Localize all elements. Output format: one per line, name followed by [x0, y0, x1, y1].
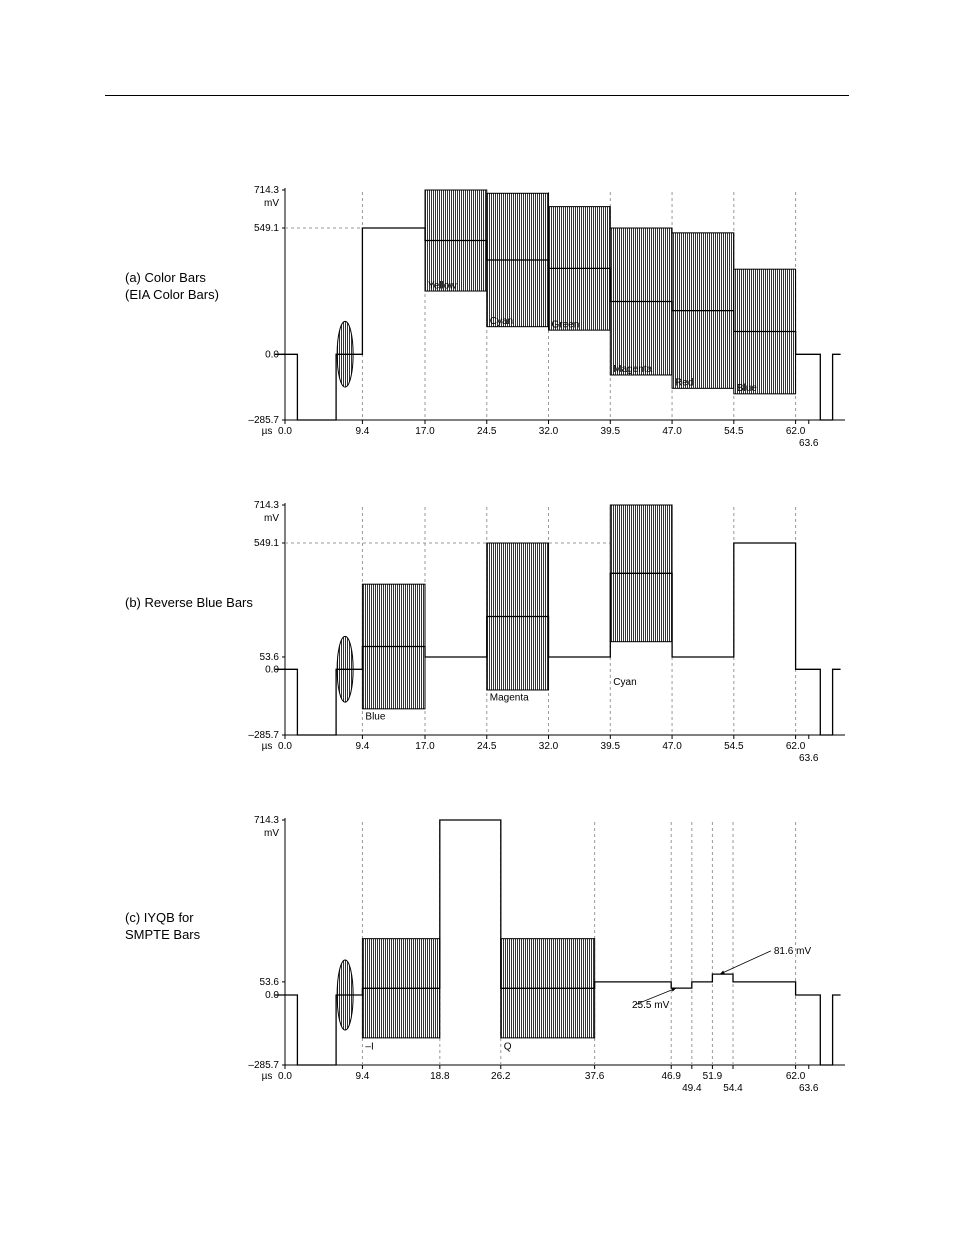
chart-c-caption-text: (c) IYQB forSMPTE Bars: [125, 910, 200, 942]
svg-text:Blue: Blue: [365, 711, 385, 722]
page: (a) Color Bars(EIA Color Bars) 714.3 549.…: [0, 0, 954, 1235]
svg-text:–285.7: –285.7: [248, 415, 279, 426]
svg-text:Yellow: Yellow: [428, 280, 457, 291]
svg-text:63.6: 63.6: [799, 1083, 819, 1094]
svg-text:549.1: 549.1: [254, 538, 279, 549]
svg-text:53.6: 53.6: [260, 652, 280, 663]
svg-text:714.3: 714.3: [254, 500, 279, 511]
chart-c: (c) IYQB forSMPTE Bars 714.353.60.0–285.…: [125, 810, 845, 1105]
svg-text:47.0: 47.0: [662, 426, 682, 437]
svg-text:Green: Green: [552, 319, 580, 330]
svg-text:46.9: 46.9: [662, 1071, 682, 1082]
svg-text:51.9: 51.9: [703, 1071, 723, 1082]
svg-text:Blue: Blue: [737, 383, 757, 394]
svg-text:Magenta: Magenta: [490, 693, 529, 704]
svg-text:9.4: 9.4: [355, 741, 369, 752]
svg-text:Cyan: Cyan: [613, 677, 636, 688]
svg-text:62.0: 62.0: [786, 1071, 806, 1082]
svg-text:Magenta: Magenta: [613, 364, 652, 375]
svg-text:0.0: 0.0: [278, 426, 292, 437]
svg-text:39.5: 39.5: [601, 426, 621, 437]
svg-text:24.5: 24.5: [477, 426, 497, 437]
chart-a-caption-line1: (a) Color Bars(EIA Color Bars): [125, 270, 219, 302]
svg-text:53.6: 53.6: [260, 977, 280, 988]
svg-text:54.5: 54.5: [724, 426, 744, 437]
svg-text:24.5: 24.5: [477, 741, 497, 752]
svg-text:549.1: 549.1: [254, 223, 279, 234]
svg-text:17.0: 17.0: [415, 426, 435, 437]
svg-text:714.3: 714.3: [254, 185, 279, 196]
svg-text:81.6 mV: 81.6 mV: [774, 946, 812, 957]
svg-text:32.0: 32.0: [539, 741, 559, 752]
svg-text:9.4: 9.4: [355, 1071, 369, 1082]
svg-text:µs: µs: [262, 741, 273, 752]
svg-text:µs: µs: [262, 426, 273, 437]
svg-text:–285.7: –285.7: [248, 1060, 279, 1071]
chart-b-svg: 714.3549.153.60.0–285.7mV0.09.417.024.53…: [125, 495, 845, 775]
svg-text:63.6: 63.6: [799, 753, 819, 764]
svg-text:62.0: 62.0: [786, 741, 806, 752]
svg-text:mV: mV: [264, 828, 279, 839]
svg-text:9.4: 9.4: [355, 426, 369, 437]
chart-b-caption-text: (b) Reverse Blue Bars: [125, 595, 253, 610]
chart-c-svg: 714.353.60.0–285.7mV0.09.418.826.237.646…: [125, 810, 845, 1105]
svg-text:–I: –I: [365, 1041, 373, 1052]
header-rule: [105, 95, 849, 96]
chart-a-svg: 714.3549.10.0–285.7mV0.09.417.024.532.03…: [125, 180, 845, 460]
svg-text:63.6: 63.6: [799, 438, 819, 449]
chart-b-caption: (b) Reverse Blue Bars: [125, 595, 253, 612]
chart-a: (a) Color Bars(EIA Color Bars) 714.3 549.…: [125, 180, 845, 460]
svg-text:mV: mV: [264, 513, 279, 524]
svg-text:0.0: 0.0: [278, 1071, 292, 1082]
chart-b: (b) Reverse Blue Bars 714.3 549.1 53.6 0.0–…: [125, 495, 845, 775]
svg-text:54.5: 54.5: [724, 741, 744, 752]
svg-text:714.3: 714.3: [254, 815, 279, 826]
chart-a-caption: (a) Color Bars(EIA Color Bars): [125, 270, 219, 304]
svg-text:mV: mV: [264, 198, 279, 209]
svg-text:26.2: 26.2: [491, 1071, 511, 1082]
svg-text:17.0: 17.0: [415, 741, 435, 752]
svg-text:–285.7: –285.7: [248, 730, 279, 741]
svg-text:47.0: 47.0: [662, 741, 682, 752]
svg-text:32.0: 32.0: [539, 426, 559, 437]
svg-text:37.6: 37.6: [585, 1071, 605, 1082]
svg-text:49.4: 49.4: [682, 1083, 702, 1094]
svg-text:25.5 mV: 25.5 mV: [632, 1000, 670, 1011]
svg-text:18.8: 18.8: [430, 1071, 450, 1082]
svg-text:Cyan: Cyan: [490, 316, 513, 327]
svg-text:µs: µs: [262, 1071, 273, 1082]
svg-text:39.5: 39.5: [601, 741, 621, 752]
chart-c-caption: (c) IYQB forSMPTE Bars: [125, 910, 200, 944]
svg-text:62.0: 62.0: [786, 426, 806, 437]
svg-text:0.0: 0.0: [278, 741, 292, 752]
svg-text:Red: Red: [675, 378, 693, 389]
svg-text:54.4: 54.4: [723, 1083, 743, 1094]
svg-text:Q: Q: [504, 1041, 512, 1052]
